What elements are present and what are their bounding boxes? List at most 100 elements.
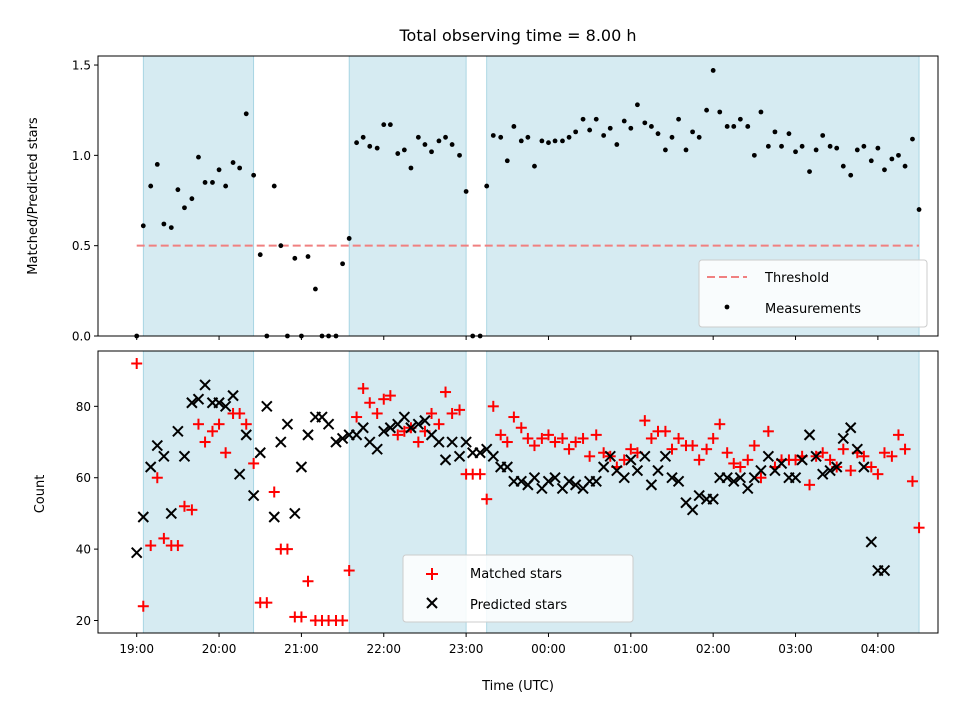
legend-matched-swatch bbox=[426, 568, 438, 580]
matched-star-marker bbox=[804, 479, 816, 491]
predicted-star-marker bbox=[789, 472, 802, 484]
measurement-point bbox=[511, 124, 517, 129]
y-tick-label: 0.5 bbox=[72, 239, 91, 253]
predicted-star-marker bbox=[295, 461, 308, 473]
matched-star-marker bbox=[790, 454, 802, 466]
matched-star-marker bbox=[886, 450, 898, 462]
predicted-star-marker bbox=[371, 443, 383, 455]
predicted-star-marker bbox=[666, 472, 678, 484]
x-tick-label: 23:00 bbox=[449, 642, 484, 656]
matched-star-marker bbox=[899, 443, 911, 455]
matched-star-marker bbox=[501, 436, 513, 448]
predicted-star-marker bbox=[233, 468, 246, 480]
predicted-star-marker bbox=[563, 475, 575, 487]
measurement-point bbox=[848, 172, 854, 178]
measurement-point bbox=[827, 143, 833, 149]
measurement-point bbox=[655, 131, 661, 137]
matched-star-marker bbox=[707, 432, 719, 444]
top-x-ticks bbox=[136, 336, 879, 340]
legend-threshold-label: Threshold bbox=[764, 271, 829, 286]
predicted-star-marker bbox=[803, 429, 816, 441]
measurement-point bbox=[490, 133, 496, 138]
predicted-star-marker bbox=[384, 422, 397, 434]
matched-star-marker bbox=[666, 443, 678, 455]
predicted-star-marker bbox=[137, 511, 150, 523]
measurement-point bbox=[189, 196, 195, 202]
predicted-star-marker bbox=[865, 536, 878, 548]
top-legend-box bbox=[698, 259, 928, 328]
matched-star-marker bbox=[858, 450, 870, 462]
matched-star-marker bbox=[645, 432, 657, 444]
matched-star-marker bbox=[364, 397, 376, 409]
measurement-point bbox=[154, 161, 160, 167]
matched-star-marker bbox=[522, 432, 534, 444]
measurement-point bbox=[642, 120, 648, 126]
measurement-point bbox=[696, 134, 702, 140]
x-tick-label: 00:00 bbox=[531, 642, 566, 656]
measurement-point bbox=[354, 140, 359, 146]
measurement-point bbox=[607, 125, 613, 131]
predicted-star-marker bbox=[213, 397, 225, 409]
measurement-point bbox=[360, 134, 366, 140]
matched-star-marker bbox=[240, 418, 252, 430]
measurement-point bbox=[813, 147, 819, 153]
matched-star-marker bbox=[158, 532, 170, 544]
measurement-point bbox=[882, 167, 887, 173]
predicted-star-marker bbox=[515, 475, 528, 487]
predicted-star-marker bbox=[130, 546, 143, 559]
matched-star-marker bbox=[556, 432, 568, 444]
matched-star-marker bbox=[454, 404, 466, 416]
measurement-point bbox=[449, 142, 455, 147]
matched-star-marker bbox=[384, 390, 396, 402]
measurement-point bbox=[772, 129, 778, 135]
measurement-point bbox=[690, 129, 695, 135]
predicted-star-marker bbox=[549, 472, 561, 484]
measurement-point bbox=[387, 122, 393, 128]
measurement-point bbox=[443, 134, 448, 140]
measurement-point bbox=[593, 116, 599, 122]
measurement-point bbox=[340, 261, 345, 267]
matched-star-marker bbox=[528, 440, 540, 452]
predicted-star-marker bbox=[686, 504, 699, 516]
predicted-star-marker bbox=[433, 436, 445, 448]
x-tick-label: 21:00 bbox=[284, 642, 319, 656]
predicted-star-marker bbox=[419, 414, 431, 427]
matched-star-marker bbox=[687, 440, 699, 452]
predicted-star-marker bbox=[858, 461, 870, 473]
predicted-star-marker bbox=[672, 475, 685, 487]
matched-star-marker bbox=[220, 447, 232, 459]
matched-star-marker bbox=[734, 461, 746, 473]
matched-star-marker bbox=[213, 418, 225, 430]
predicted-star-marker bbox=[227, 389, 239, 402]
x-tick-label: 04:00 bbox=[861, 642, 896, 656]
measurement-point bbox=[552, 138, 558, 144]
measurement-point bbox=[820, 133, 826, 138]
bottom-panel: 20 40 60 80 19:00 20:00 21:00 22:00 23:00 00:00 0… bbox=[33, 350, 939, 694]
shaded-interval-0 bbox=[142, 350, 255, 634]
matched-star-marker bbox=[487, 400, 499, 412]
x-tick-label: 03:00 bbox=[778, 642, 813, 656]
matched-star-marker bbox=[721, 447, 733, 459]
predicted-star-marker bbox=[178, 450, 191, 463]
x-tick-label: 01:00 bbox=[614, 642, 649, 656]
top-panel: 0.0 0.5 1.0 1.5 Total observing time = 8.00… bbox=[26, 26, 939, 344]
matched-star-marker bbox=[172, 540, 184, 552]
measurement-point bbox=[313, 286, 318, 292]
matched-star-marker bbox=[728, 457, 740, 469]
predicted-star-marker bbox=[460, 436, 472, 448]
matched-star-marker bbox=[412, 436, 424, 448]
matched-star-marker bbox=[845, 465, 857, 477]
matched-star-marker bbox=[762, 425, 774, 437]
y-tick-label: 1.0 bbox=[72, 149, 91, 163]
measurement-point bbox=[223, 183, 229, 189]
measurement-point bbox=[148, 183, 154, 189]
predicted-star-markers bbox=[130, 379, 891, 577]
y-tick-label: 60 bbox=[76, 471, 91, 485]
matched-star-marker bbox=[542, 429, 554, 441]
x-tick-label: 02:00 bbox=[696, 642, 731, 656]
y-tick-label: 1.5 bbox=[72, 59, 91, 73]
matched-star-marker bbox=[137, 600, 149, 612]
predicted-star-marker bbox=[151, 439, 164, 452]
measurement-point bbox=[140, 223, 146, 229]
predicted-star-marker bbox=[261, 400, 273, 413]
